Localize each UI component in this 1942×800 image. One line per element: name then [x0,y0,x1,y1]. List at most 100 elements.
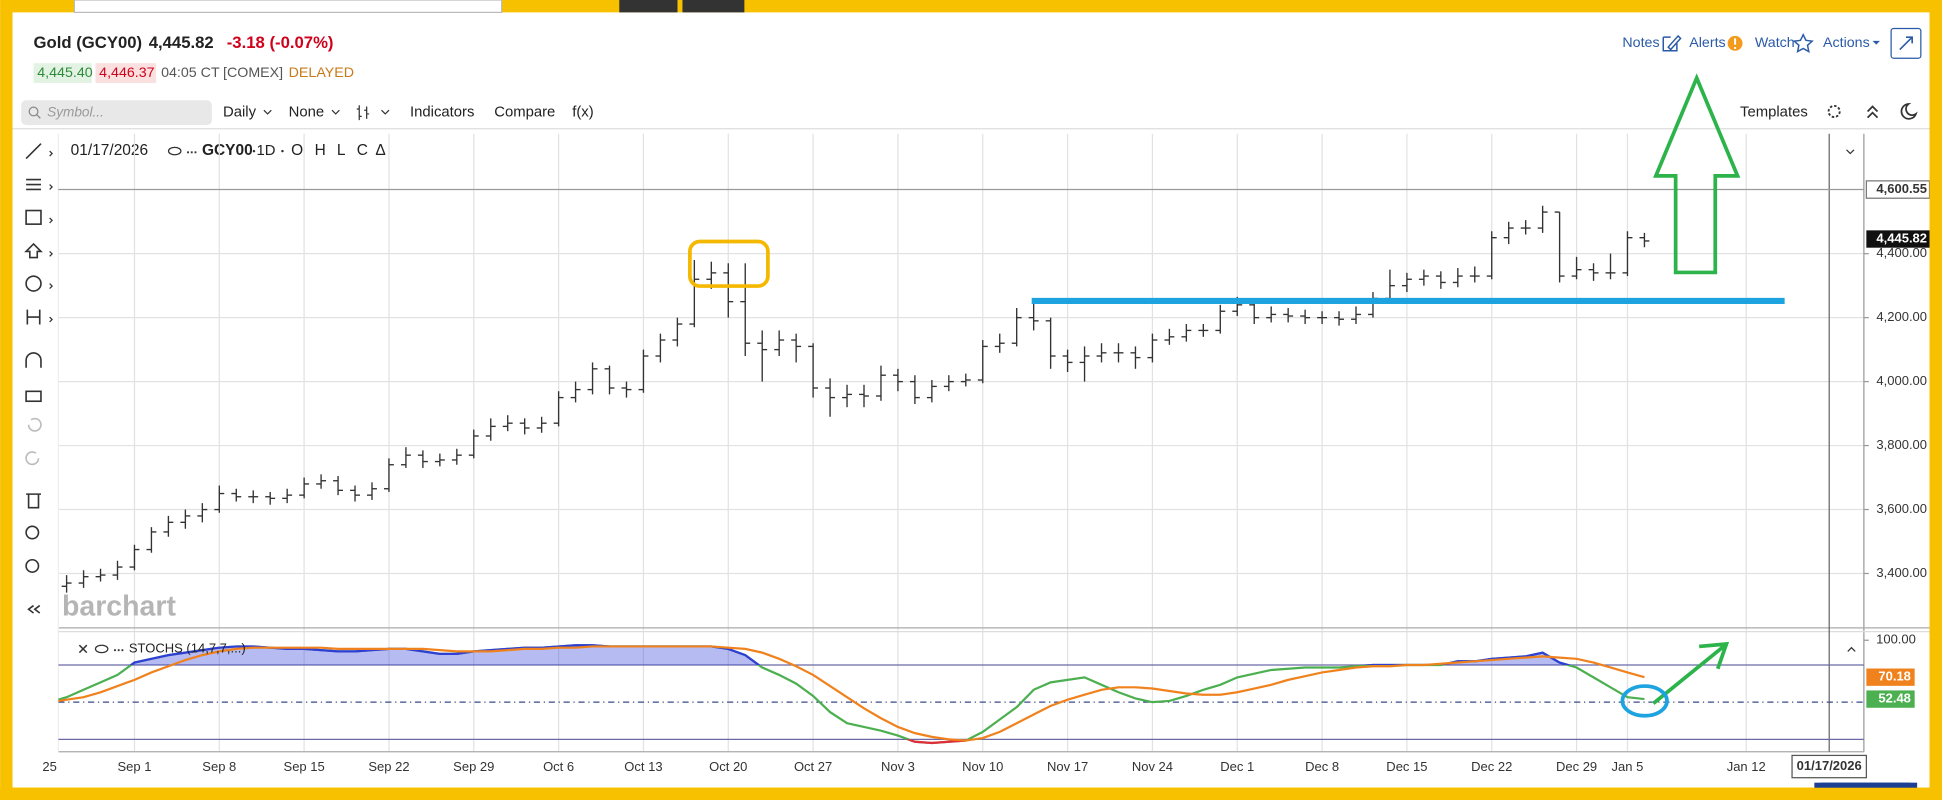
x-tick-label: Jan 12 [1727,759,1766,774]
watch-icon [1792,32,1814,53]
tool-delete[interactable] [26,493,41,509]
top-input [73,0,503,14]
y-tick-label: 3,800.00 [1876,437,1927,452]
settings-icon[interactable] [1827,104,1841,118]
x-tick-label: Dec 15 [1386,759,1427,774]
watch-button[interactable]: Watch [1755,35,1795,51]
y-tick-label: 3,600.00 [1876,501,1927,516]
y-tick-label: 4,200.00 [1876,309,1927,324]
y-tick-label: 4,400.00 [1876,245,1927,260]
legend-field: C [357,142,368,159]
legend-field: H [315,142,326,159]
chart-type-icon[interactable] [356,105,370,121]
bottom-pill-top [1814,782,1918,788]
tool-magnet[interactable] [25,352,42,368]
annotations [688,73,1785,718]
tool-arrow[interactable] [24,242,43,259]
caret [381,109,390,115]
top-button [619,0,678,13]
stoch-line [58,645,1645,742]
symbol-placeholder: Symbol... [47,104,104,119]
actions-button[interactable]: Actions [1823,35,1870,51]
highlight-circle [1620,684,1669,718]
x-tick-label: Oct 20 [709,759,747,774]
bid: 4,445.40 [37,65,92,81]
last-value-label: 70.18 [1878,669,1911,684]
x-tick-label: Oct 6 [543,759,574,774]
caret [263,109,272,115]
interval-menu[interactable]: Daily [223,105,257,121]
tool-fib[interactable] [26,178,41,191]
legend-interval: 1D [256,143,275,159]
tool-zoom-in[interactable] [25,525,40,540]
top-button [682,0,745,13]
y-tick-label: 4,000.00 [1876,373,1927,388]
delay-status: DELAYED [289,65,354,81]
watermark: barchart [62,591,176,623]
quote-time: 04:05 CT [161,65,220,81]
x-tick-label: Sep 22 [368,759,409,774]
window [12,12,1930,788]
dot [281,149,284,153]
legend-field: O [291,142,303,159]
last-value-tag [1866,668,1915,686]
x-tick-label: Nov 3 [881,759,915,774]
x-tick-label: Sep 29 [453,759,494,774]
search-icon-handle [36,114,41,119]
last-price: 4,445.82 [149,33,214,52]
aggregation-menu[interactable]: None [289,105,325,121]
tool-line[interactable] [25,143,42,160]
pane-caret[interactable] [1846,149,1855,155]
toolbar: Symbol... Daily None Indicators Compare … [21,100,1918,126]
symbol-search[interactable] [21,100,212,126]
overbought-line [129,644,1573,666]
ask: 4,446.37 [99,65,154,81]
notes-icon [1662,34,1682,52]
tool-redo[interactable] [25,451,40,466]
compare-button[interactable]: Compare [494,105,555,121]
eye-icon[interactable] [167,146,182,156]
x-tick-label: Nov 24 [1132,759,1173,774]
tool-zoom-out[interactable] [25,558,40,573]
symbol-title: Gold (GCY00) [34,33,143,52]
plot: 25 Sep 1 Sep 8 Sep 15 Sep 22 Sep 29 Oct 6 Oct 1… [42,133,1931,779]
cursor-date-tag [1791,754,1867,779]
notes-button[interactable]: Notes [1622,35,1659,51]
close-study[interactable] [78,644,88,654]
overbought-fill [58,645,1645,666]
x-tick-label: Oct 27 [794,759,832,774]
highlight-box [688,239,770,288]
x-tick-label: Dec 8 [1305,759,1339,774]
frame-right [1929,0,1942,800]
tool-collapse[interactable] [27,604,41,614]
tool-undo[interactable] [27,417,42,432]
tool-measure[interactable] [26,309,41,325]
tool-rect[interactable] [25,209,42,225]
ask-box [95,63,157,83]
eye-icon[interactable] [94,644,109,654]
drawing-tools [24,143,53,614]
last-price-tag [1866,230,1930,248]
last-value-tag [1866,690,1915,708]
collapse-icon[interactable] [1866,105,1879,119]
exchange: [COMEX] [223,65,283,81]
indicators-button[interactable]: Indicators [410,105,474,121]
actions-caret [1872,40,1880,45]
templates-button[interactable]: Templates [1740,105,1808,121]
tool-lock[interactable] [25,390,42,403]
stochastic [58,644,1864,745]
study-title: STOCHS (14,7,7,...) [129,640,246,655]
legend-field: L [337,142,346,159]
theme-icon[interactable] [1900,102,1918,120]
tool-number[interactable] [25,275,42,292]
pane-caret[interactable] [1847,646,1856,652]
legend-symbol: GCY00 [202,142,253,159]
fx-button[interactable]: f(x) [572,105,594,121]
x-tick-label: Sep 15 [284,759,325,774]
last-price-label: 4,445.82 [1876,230,1927,245]
x-tick-label: Dec 1 [1220,759,1254,774]
alerts-button[interactable]: Alerts [1689,35,1725,51]
frame-bottom [0,787,1942,800]
